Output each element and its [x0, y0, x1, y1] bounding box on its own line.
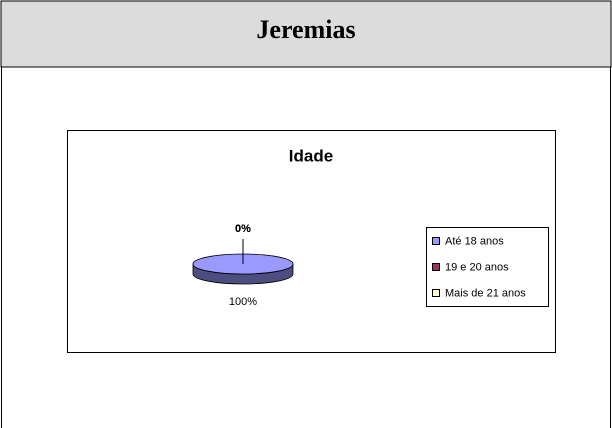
legend-label: 19 e 20 anos: [445, 261, 509, 273]
legend-swatch: [432, 289, 440, 297]
data-label: 0%: [235, 223, 251, 235]
legend-box: [426, 227, 549, 307]
legend-label: Até 18 anos: [445, 235, 504, 247]
legend-swatch: [432, 237, 440, 245]
legend-swatch: [432, 263, 440, 271]
header-box: [0, 0, 612, 68]
chart-title: Idade: [289, 146, 333, 165]
legend-label: Mais de 21 anos: [445, 287, 526, 299]
header-title: Jeremias: [256, 15, 355, 44]
data-label: 100%: [229, 296, 257, 308]
data-label: 0%: [235, 223, 251, 235]
